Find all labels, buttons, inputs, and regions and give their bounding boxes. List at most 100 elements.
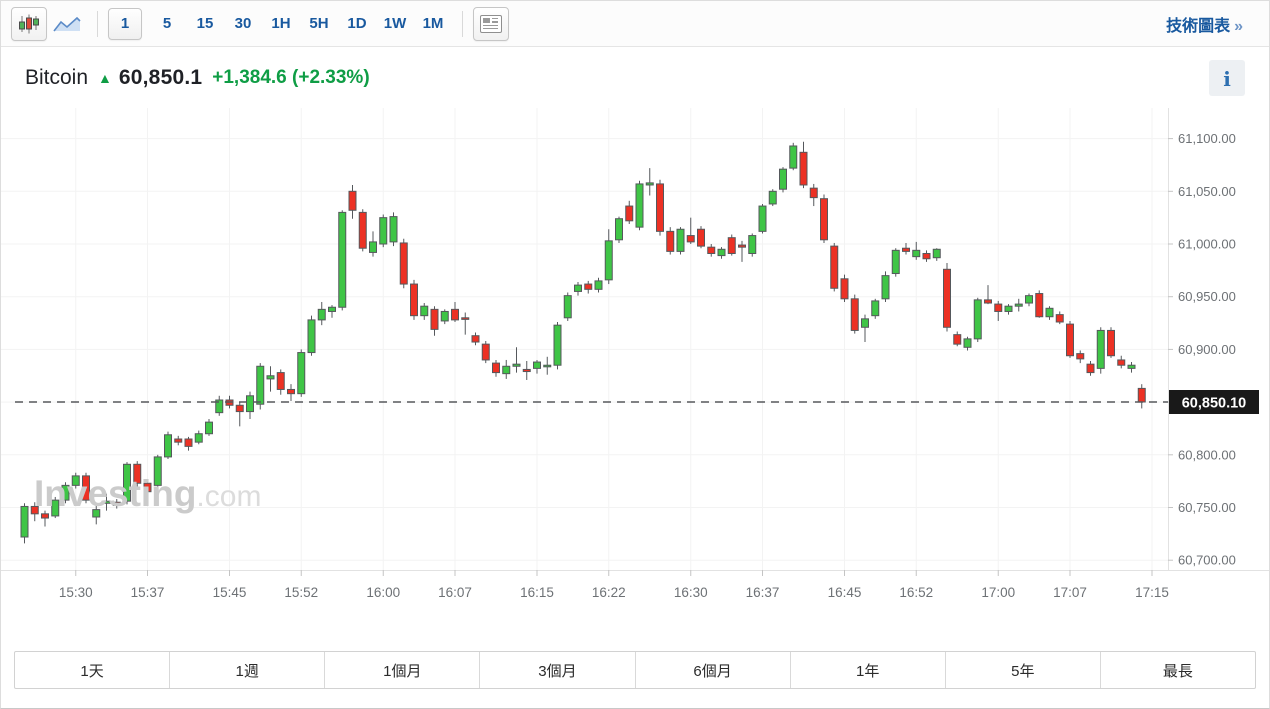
current-price-badge [1169, 390, 1259, 414]
candle-down [727, 237, 736, 254]
candle-down [902, 247, 910, 252]
y-axis-label: 60,900.00 [1178, 342, 1236, 357]
interval-button-1m[interactable]: 1M [414, 7, 452, 41]
candle-down [1086, 363, 1095, 374]
x-axis-label: 15:52 [284, 585, 318, 600]
candle-down [276, 372, 285, 390]
candle-down [410, 283, 418, 317]
candle-up [891, 249, 900, 275]
candle-up [215, 399, 224, 414]
candle-up [307, 319, 316, 354]
candle-up [51, 499, 60, 517]
candle-down [625, 205, 634, 222]
candle-down [492, 362, 500, 374]
candle-up [717, 248, 726, 257]
interval-button-15[interactable]: 15 [186, 7, 224, 41]
time-range-bar: 1天 1週 1個月 3個月 6個月 1年 5年 最長 [14, 651, 1256, 689]
range-button-5年[interactable]: 5年 [946, 652, 1101, 688]
candle-up [20, 505, 29, 538]
candle-down [30, 505, 39, 515]
candle-up [123, 463, 131, 502]
candle-down [471, 335, 480, 343]
y-axis-label: 60,750.00 [1178, 500, 1236, 515]
y-axis-label: 61,050.00 [1178, 184, 1236, 199]
x-axis-label: 15:45 [213, 585, 247, 600]
candle-up [748, 235, 757, 254]
candle-up [369, 241, 377, 253]
candle-up [574, 284, 582, 292]
range-button-1天[interactable]: 1天 [15, 652, 171, 688]
candle-down [1066, 323, 1074, 357]
interval-buttons: 1 5 15 30 1H 5H 1D 1W 1M [108, 7, 452, 41]
candle-up [676, 228, 685, 252]
candle-up [789, 145, 798, 169]
candle-up [205, 421, 213, 435]
candle-up [338, 211, 347, 308]
candle-down [1035, 293, 1044, 318]
candle-up [645, 182, 654, 186]
candle-down [922, 252, 931, 260]
x-axis-label: 16:52 [899, 585, 933, 600]
candle-down [840, 278, 849, 300]
candle-down [399, 242, 408, 285]
candle-up [1096, 329, 1105, 369]
candle-up [317, 308, 326, 321]
candle-down [184, 438, 193, 447]
candle-up [297, 352, 306, 395]
candlestick-chart-button[interactable] [11, 6, 47, 41]
candle-up [153, 456, 162, 486]
range-button-1週[interactable]: 1週 [170, 652, 326, 688]
toolbar-divider [462, 10, 463, 37]
candle-up [912, 249, 921, 258]
candlestick-icon [19, 14, 39, 33]
candle-down [666, 230, 675, 252]
candlestick-chart[interactable]: 61,100.00 61,050.00 61,000.00 60,950.00 60,9… [1, 108, 1269, 613]
news-view-button[interactable] [473, 6, 509, 41]
candle-down [953, 334, 962, 345]
candle-up [881, 275, 890, 300]
interval-button-1w[interactable]: 1W [376, 7, 414, 41]
x-axis-label: 16:45 [828, 585, 862, 600]
x-axis-label: 17:15 [1135, 585, 1169, 600]
candle-up [256, 365, 265, 405]
technical-chart-label: 技術圖表 [1166, 17, 1231, 35]
range-button-1個月[interactable]: 1個月 [325, 652, 481, 688]
candle-down [850, 298, 859, 331]
candle-up [932, 248, 941, 259]
x-axis-label: 17:00 [981, 585, 1015, 600]
chart-area[interactable]: 61,100.00 61,050.00 61,000.00 60,950.00 60,9… [1, 108, 1269, 613]
candle-up [61, 484, 70, 501]
interval-button-30[interactable]: 30 [224, 7, 262, 41]
interval-button-1d[interactable]: 1D [338, 7, 376, 41]
interval-button-1[interactable]: 1 [108, 7, 142, 40]
x-axis-label: 15:30 [59, 585, 93, 600]
candle-down [738, 244, 746, 248]
candle-down [143, 482, 152, 493]
candle-down [984, 299, 992, 304]
candle-down [656, 183, 664, 232]
current-price-badge-label: 60,850.10 [1182, 396, 1247, 412]
candle-up [440, 310, 449, 322]
range-button-3個月[interactable]: 3個月 [480, 652, 636, 688]
range-button-6個月[interactable]: 6個月 [636, 652, 791, 688]
x-axis-label: 17:07 [1053, 585, 1087, 600]
candle-up [1127, 364, 1136, 369]
chart-toolbar: 1 5 15 30 1H 5H 1D 1W 1M 技術圖表» [1, 1, 1269, 47]
candle-down [820, 198, 828, 241]
x-axis-label: 16:37 [746, 585, 780, 600]
technical-chart-link[interactable]: 技術圖表» [1166, 12, 1243, 36]
interval-button-5[interactable]: 5 [148, 7, 186, 41]
candle-down [174, 438, 183, 443]
y-axis-label: 61,000.00 [1178, 237, 1236, 252]
interval-button-5h[interactable]: 5H [300, 7, 338, 41]
range-button-最長[interactable]: 最長 [1101, 652, 1255, 688]
candle-down [41, 513, 49, 519]
candle-down [235, 404, 244, 413]
candle-up [768, 190, 777, 205]
info-icon: i [1223, 66, 1231, 91]
info-button[interactable]: i [1209, 59, 1245, 96]
range-button-1年[interactable]: 1年 [791, 652, 946, 688]
area-chart-button[interactable] [47, 7, 87, 41]
candle-down [1107, 329, 1115, 357]
interval-button-1h[interactable]: 1H [262, 7, 300, 41]
